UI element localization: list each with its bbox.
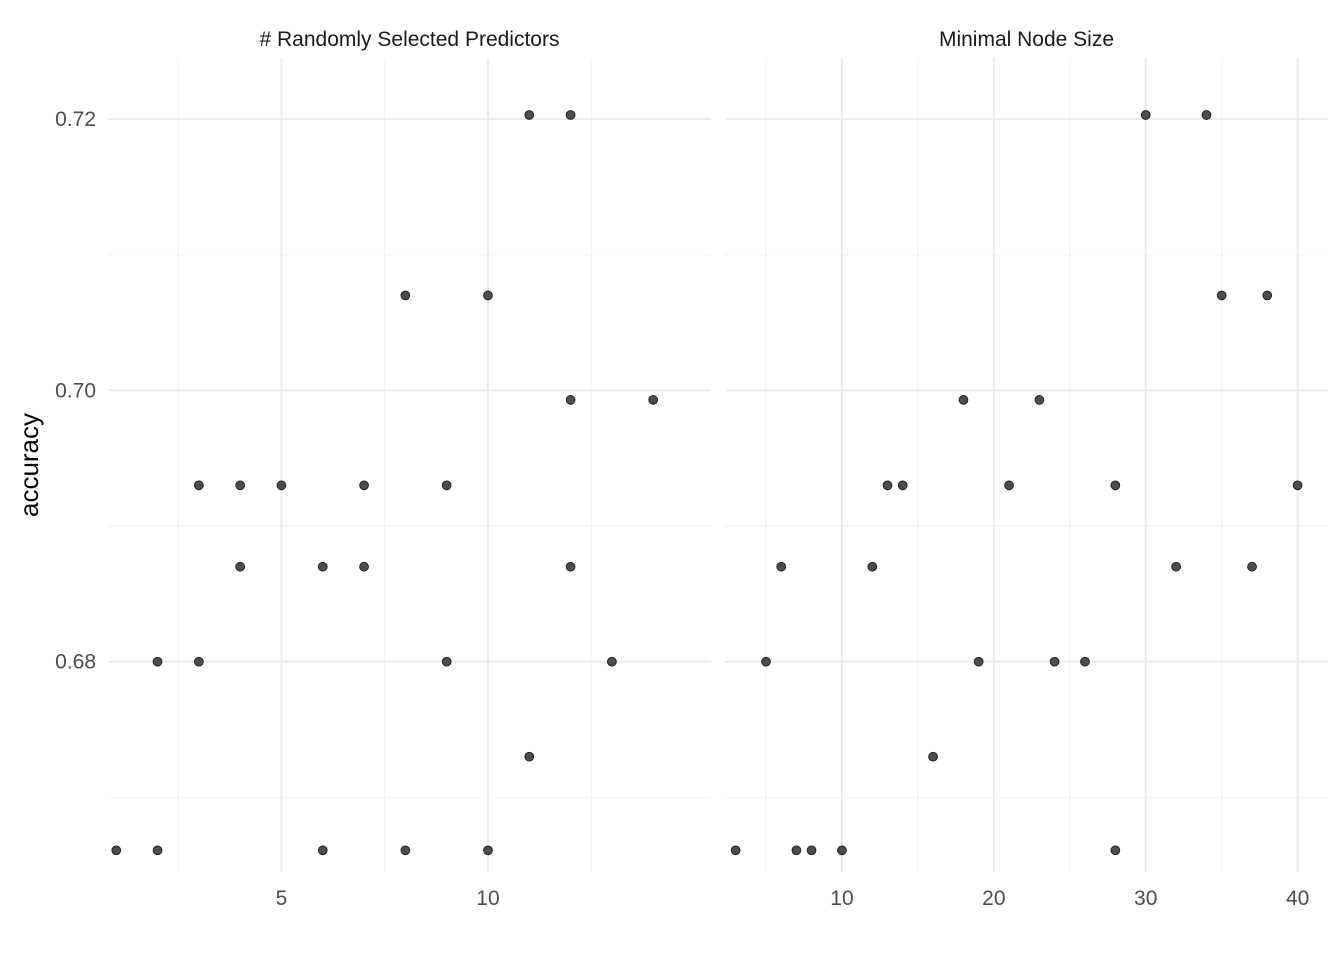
data-point xyxy=(607,656,617,667)
data-point xyxy=(1292,480,1303,491)
data-point xyxy=(111,845,122,856)
data-point xyxy=(1171,561,1181,572)
data-point xyxy=(1140,110,1151,120)
data-point xyxy=(1110,480,1121,491)
data-point xyxy=(317,845,328,856)
y-axis-label: accuracy xyxy=(14,413,44,517)
data-point xyxy=(152,845,163,856)
data-point xyxy=(194,480,204,491)
data-point xyxy=(897,480,908,491)
data-point xyxy=(882,480,893,491)
x-tick-label: 20 xyxy=(982,887,1005,910)
data-point xyxy=(524,751,535,762)
data-point xyxy=(235,480,246,491)
data-point xyxy=(483,290,493,301)
facet-strip-label: # Randomly Selected Predictors xyxy=(260,28,560,51)
y-tick-label: 0.70 xyxy=(55,379,96,402)
data-point xyxy=(776,561,787,572)
data-point xyxy=(483,845,493,856)
data-point xyxy=(1034,395,1045,405)
data-point xyxy=(1049,656,1060,667)
data-point xyxy=(565,110,576,120)
data-point xyxy=(928,751,938,762)
y-axis-ticks: 0.68 0.70 0.72 xyxy=(55,108,96,674)
gridlines xyxy=(108,58,711,872)
x-tick-label: 10 xyxy=(830,887,853,910)
data-point xyxy=(235,561,246,572)
data-point xyxy=(867,561,878,572)
data-point xyxy=(837,845,847,856)
data-point xyxy=(565,561,576,572)
data-point xyxy=(1201,110,1212,120)
data-point xyxy=(276,480,287,491)
y-tick-label: 0.68 xyxy=(55,651,96,674)
data-point xyxy=(524,110,535,120)
data-point xyxy=(1262,290,1273,301)
data-point xyxy=(317,561,328,572)
x-tick-label: 30 xyxy=(1134,887,1157,910)
data-point xyxy=(1004,480,1014,491)
y-tick-label: 0.72 xyxy=(55,108,96,131)
x-tick-label: 10 xyxy=(476,887,499,910)
data-points xyxy=(730,110,1303,856)
data-point xyxy=(1080,656,1090,667)
data-point xyxy=(400,845,411,856)
data-point xyxy=(958,395,969,405)
data-point xyxy=(806,845,817,856)
data-point xyxy=(791,845,802,856)
data-point xyxy=(1216,290,1227,301)
data-point xyxy=(359,480,369,491)
x-tick-label: 40 xyxy=(1286,887,1309,910)
data-point xyxy=(730,845,741,856)
data-point xyxy=(359,561,369,572)
data-point xyxy=(152,656,163,667)
facet-panel-node-size: Minimal Node Size 10 20 30 40 xyxy=(725,28,1328,910)
data-point xyxy=(1110,845,1121,856)
data-point xyxy=(441,656,452,667)
data-point xyxy=(1247,561,1257,572)
facet-panel-predictors: # Randomly Selected Predictors 5 10 xyxy=(108,28,711,910)
data-point xyxy=(565,395,576,405)
gridlines xyxy=(725,58,1328,872)
data-point xyxy=(400,290,411,301)
facet-strip-label: Minimal Node Size xyxy=(939,28,1114,51)
data-point xyxy=(648,395,659,405)
data-points xyxy=(111,110,659,856)
data-point xyxy=(194,656,204,667)
x-tick-label: 5 xyxy=(276,887,288,910)
data-point xyxy=(973,656,984,667)
data-point xyxy=(441,480,452,491)
data-point xyxy=(761,656,771,667)
